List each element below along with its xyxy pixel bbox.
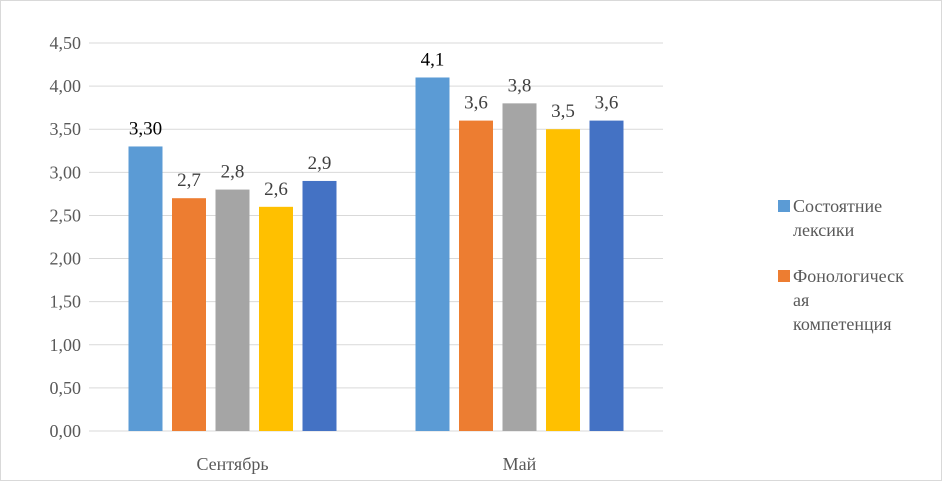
data-label: 4,1 <box>421 49 445 70</box>
y-tick-label: 2,50 <box>50 205 82 225</box>
data-label: 2,6 <box>264 179 288 200</box>
y-tick-label: 4,50 <box>50 33 82 53</box>
bar <box>259 206 293 431</box>
data-label: 2,9 <box>308 153 332 174</box>
data-label: 3,8 <box>508 75 532 96</box>
bar <box>215 189 250 431</box>
y-tick-label: 0,00 <box>50 421 82 441</box>
legend-label: лексики <box>793 220 855 240</box>
bar <box>128 146 163 431</box>
bar <box>589 120 624 431</box>
y-tick-label: 1,50 <box>50 292 82 312</box>
legend-label: Состоятние <box>793 196 882 216</box>
x-axis-categories: Сентябрь Май <box>196 454 536 474</box>
bar <box>172 198 206 431</box>
bar <box>459 120 493 431</box>
legend-label: компетенция <box>793 314 892 334</box>
bar <box>502 103 537 431</box>
data-label: 3,6 <box>464 93 488 114</box>
y-tick-label: 0,50 <box>50 378 82 398</box>
x-category-label: Май <box>503 454 537 474</box>
x-category-label: Сентябрь <box>196 454 268 474</box>
data-label: 3,30 <box>129 118 162 139</box>
legend-swatch <box>778 200 790 212</box>
bar <box>546 129 580 431</box>
legend-label: Фонологическ <box>793 266 904 286</box>
y-tick-label: 1,00 <box>50 335 82 355</box>
data-label: 2,8 <box>221 162 245 183</box>
bars <box>128 77 624 431</box>
data-label: 3,5 <box>551 101 575 122</box>
bar <box>415 77 450 431</box>
y-tick-label: 3,00 <box>50 162 82 182</box>
y-tick-label: 2,00 <box>50 249 82 269</box>
y-tick-label: 3,50 <box>50 119 82 139</box>
y-axis-ticks: 0,00 0,50 1,00 1,50 2,00 2,50 3,00 3,50 4,00 4,50 <box>50 33 82 441</box>
y-tick-label: 4,00 <box>50 76 82 96</box>
data-label: 2,7 <box>177 170 201 191</box>
legend-label: ая <box>793 290 809 310</box>
legend-swatch <box>778 270 790 282</box>
data-labels: 3,30 2,7 2,8 2,6 2,9 4,1 3,6 3,8 3,5 3,6 <box>129 49 619 199</box>
bar <box>302 180 337 431</box>
legend: Состоятние лексики Фонологическ ая компетенц… <box>778 196 904 334</box>
data-label: 3,6 <box>595 93 619 114</box>
